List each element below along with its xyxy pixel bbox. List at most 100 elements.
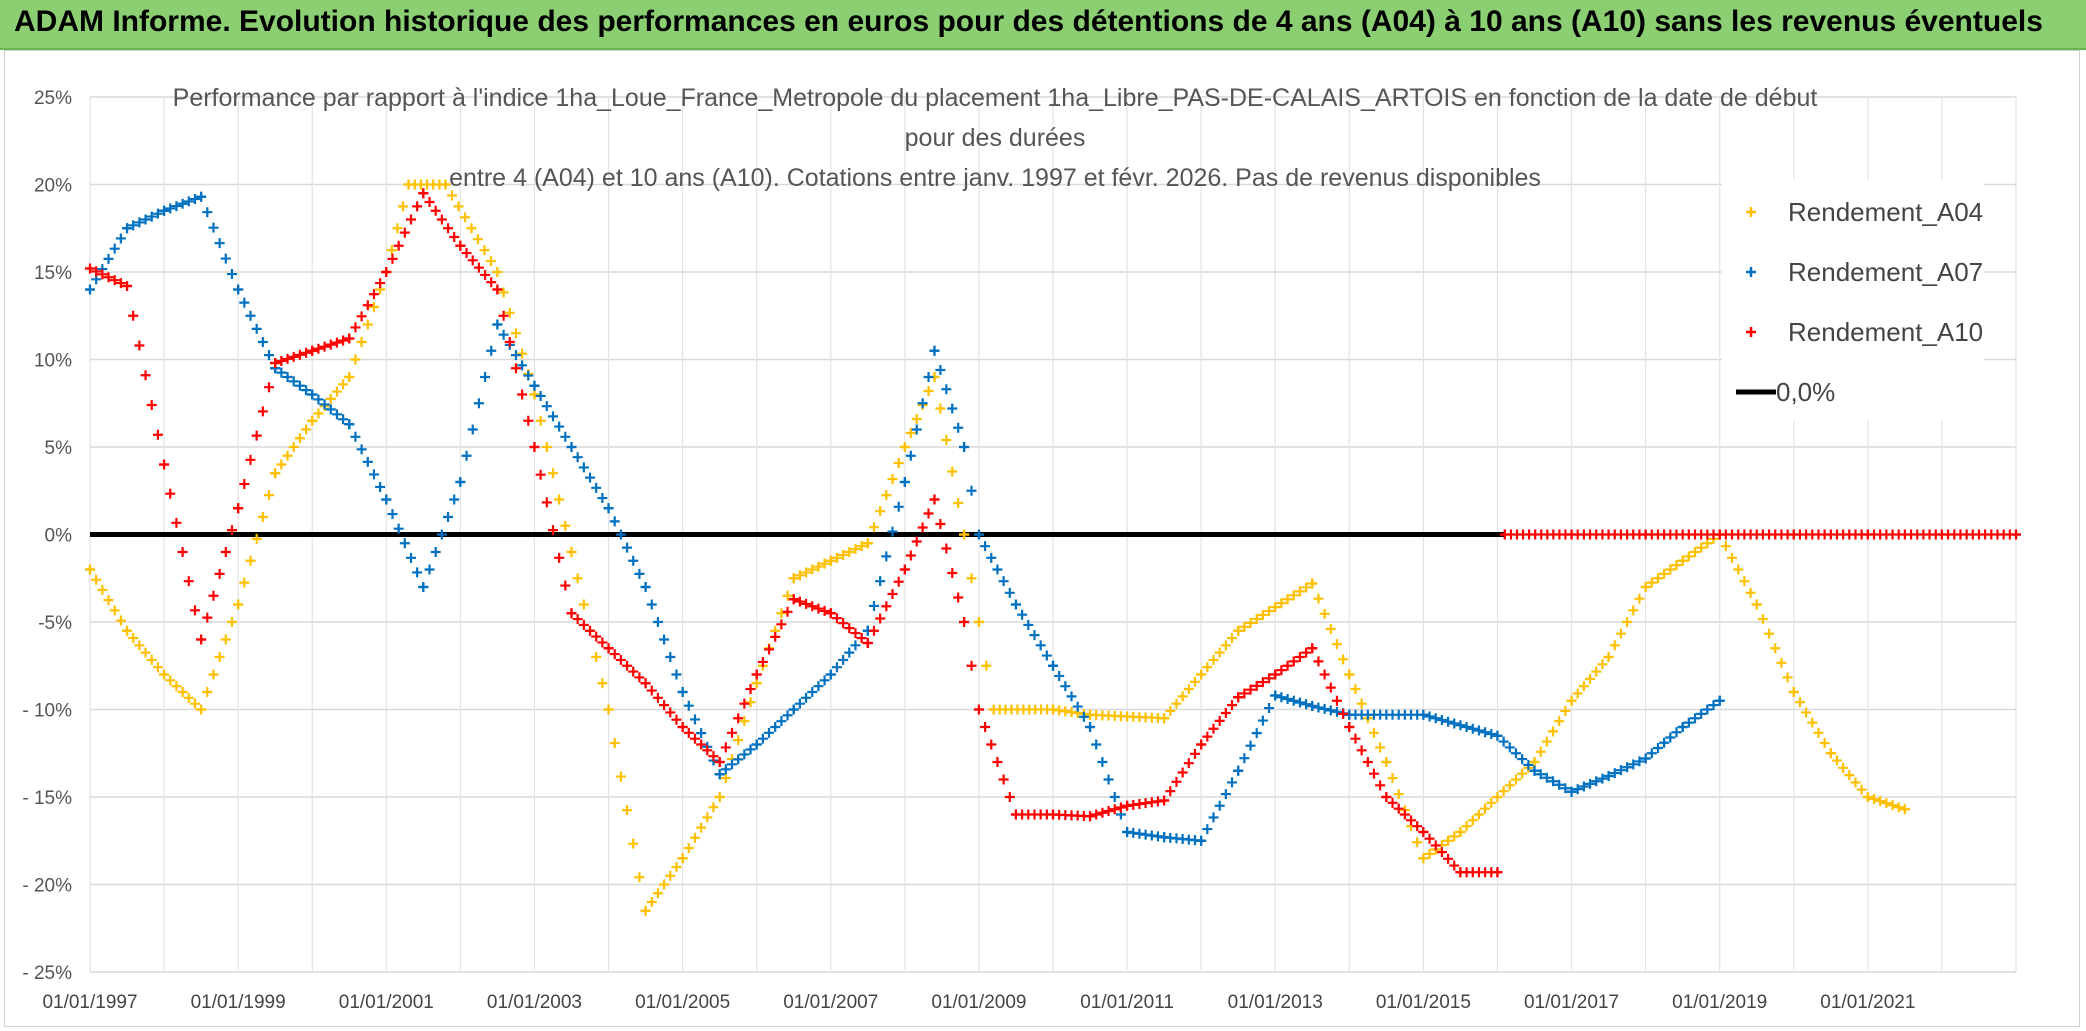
data-point — [196, 704, 207, 715]
chart-legend: Rendement_A04 Rendement_A07 Rendement_A1… — [1722, 180, 1984, 420]
data-point — [1492, 730, 1503, 741]
data-point — [1159, 832, 1170, 843]
data-point — [1048, 660, 1058, 671]
legend-label-a04: Rendement_A04 — [1788, 197, 1984, 227]
data-point — [122, 281, 133, 291]
data-point — [492, 319, 503, 330]
data-point — [1159, 795, 1170, 806]
chart-title: Performance par rapport à l'indice 1ha_L… — [150, 78, 1840, 198]
x-tick-label: 01/01/2017 — [1524, 992, 1619, 1013]
data-point — [566, 547, 577, 557]
legend-plus-a10-icon — [1746, 327, 1756, 337]
series-rendement-a04 — [85, 179, 1910, 916]
legend-item-a04[interactable]: Rendement_A04 — [1736, 192, 1986, 232]
data-point — [1677, 722, 1688, 732]
data-point — [418, 582, 429, 592]
x-axis-ticks: 01/01/1997 01/01/1999 01/01/2001 01/01/2003… — [42, 992, 1915, 1013]
x-tick-label: 01/01/2005 — [635, 992, 730, 1013]
x-tick-label: 01/01/2007 — [783, 992, 878, 1013]
data-point — [566, 608, 577, 619]
series-rendement-a10 — [85, 188, 2021, 878]
legend-marker — [1746, 207, 1756, 217]
data-point — [899, 442, 910, 452]
data-point — [1566, 786, 1577, 797]
data-point — [566, 442, 577, 452]
data-point — [307, 345, 318, 356]
legend-item-a10[interactable]: Rendement_A10 — [1736, 312, 1986, 352]
data-point — [1714, 529, 1725, 540]
data-point — [233, 503, 244, 514]
data-point — [1862, 792, 1873, 802]
data-point — [381, 267, 392, 277]
data-point — [344, 333, 355, 344]
data-point — [1159, 713, 1170, 724]
data-point — [159, 459, 170, 470]
y-tick-label: 25% — [34, 88, 72, 109]
data-point — [122, 625, 133, 636]
y-tick-label: - 25% — [22, 963, 72, 984]
data-point — [1603, 652, 1614, 662]
legend-label-a07: Rendement_A07 — [1788, 257, 1984, 287]
legend-plus-a04-icon — [1746, 207, 1756, 217]
data-point — [1677, 555, 1688, 566]
data-point — [1418, 709, 1429, 720]
data-point — [973, 704, 984, 715]
data-point — [1233, 765, 1244, 776]
data-point — [603, 503, 614, 514]
data-point — [1862, 529, 1873, 540]
data-point — [85, 284, 95, 295]
chart-frame — [4, 50, 2080, 1027]
data-point — [1233, 625, 1244, 636]
data-point — [899, 564, 910, 575]
data-point — [1270, 669, 1281, 680]
data-point — [1640, 582, 1651, 592]
data-point — [1307, 701, 1318, 711]
legend-item-zero[interactable]: 0,0% — [1736, 372, 1986, 412]
x-tick-label: 01/01/2009 — [931, 992, 1026, 1013]
y-tick-label: 0% — [45, 526, 73, 547]
data-point — [159, 205, 170, 216]
data-point — [159, 669, 170, 680]
data-point — [1455, 827, 1466, 837]
x-tick-label: 01/01/2015 — [1376, 992, 1471, 1013]
data-point — [959, 442, 970, 452]
data-point — [1010, 809, 1021, 820]
y-tick-label: -5% — [38, 613, 72, 634]
chart-title-line-3: entre 4 (A04) et 10 ans (A10). Cotations… — [449, 164, 1541, 192]
data-point — [751, 739, 762, 750]
data-point — [1529, 765, 1540, 776]
data-point — [529, 380, 540, 391]
data-point — [1899, 804, 1910, 815]
data-point — [1529, 757, 1540, 767]
data-point — [714, 757, 725, 767]
legend-plus-a07-icon — [1746, 267, 1756, 277]
y-axis-ticks: 25% 20% 15% 10% 5% 0% -5% - 10% - 15% - 20% - 25% — [22, 88, 72, 984]
x-tick-label: 01/01/2013 — [1228, 992, 1323, 1013]
legend-item-a07[interactable]: Rendement_A07 — [1736, 252, 1986, 292]
data-point — [1455, 867, 1466, 878]
data-point — [1085, 709, 1096, 720]
data-point — [1788, 687, 1799, 697]
data-point — [1122, 827, 1133, 837]
data-point — [1640, 529, 1651, 540]
data-point — [270, 358, 281, 368]
data-point — [1307, 643, 1318, 654]
data-point — [1085, 722, 1096, 732]
data-point — [440, 179, 451, 190]
data-point — [1381, 757, 1392, 767]
data-point — [640, 582, 651, 592]
data-point — [85, 263, 95, 274]
legend-label-zero: 0,0% — [1776, 377, 1836, 407]
data-point — [640, 905, 651, 916]
data-point — [751, 669, 762, 680]
data-point — [1825, 748, 1836, 759]
data-point — [122, 223, 133, 234]
data-point — [1048, 704, 1058, 715]
data-point — [640, 678, 651, 689]
series-rendement-a07 — [85, 191, 1725, 846]
data-point — [1344, 722, 1355, 732]
legend-marker — [1746, 327, 1756, 337]
x-tick-label: 01/01/1997 — [42, 992, 137, 1013]
data-point — [959, 529, 970, 540]
data-point — [973, 617, 984, 627]
